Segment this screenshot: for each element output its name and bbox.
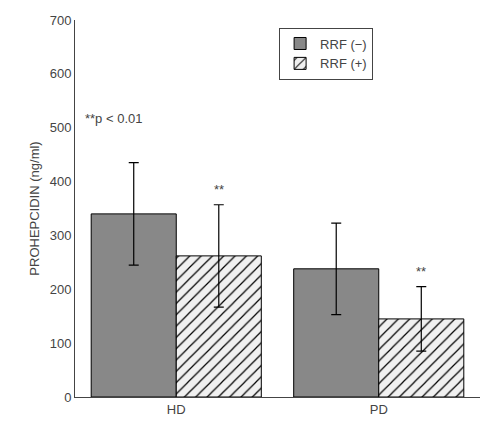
svg-text:**: ** bbox=[416, 264, 426, 279]
svg-text:**p < 0.01: **p < 0.01 bbox=[85, 111, 142, 126]
svg-text:500: 500 bbox=[50, 120, 72, 135]
svg-text:300: 300 bbox=[50, 228, 72, 243]
svg-text:RRF (+): RRF (+) bbox=[320, 56, 367, 71]
svg-text:**: ** bbox=[214, 182, 224, 197]
svg-text:700: 700 bbox=[50, 13, 72, 28]
svg-text:PD: PD bbox=[370, 402, 388, 417]
svg-text:RRF (−): RRF (−) bbox=[320, 37, 367, 52]
svg-text:PROHEPCIDIN (ng/ml): PROHEPCIDIN (ng/ml) bbox=[27, 141, 42, 275]
svg-text:200: 200 bbox=[50, 282, 72, 297]
svg-text:600: 600 bbox=[50, 66, 72, 81]
svg-text:400: 400 bbox=[50, 174, 72, 189]
svg-text:0: 0 bbox=[64, 390, 71, 405]
svg-text:100: 100 bbox=[50, 336, 72, 351]
svg-text:HD: HD bbox=[167, 402, 186, 417]
